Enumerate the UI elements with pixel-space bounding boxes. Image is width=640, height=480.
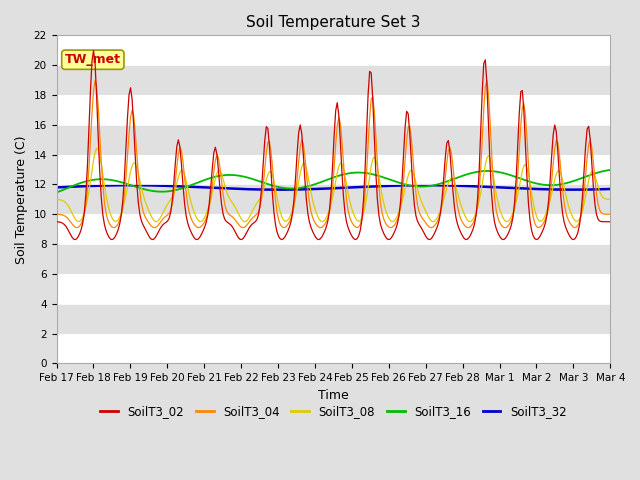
SoilT3_08 bbox=[298, 164, 306, 169]
SoilT3_32 bbox=[247, 186, 255, 192]
Line: SoilT3_08: SoilT3_08 bbox=[56, 148, 611, 222]
SoilT3_32 bbox=[220, 185, 227, 191]
Line: SoilT3_32: SoilT3_32 bbox=[56, 185, 611, 190]
SoilT3_08 bbox=[248, 208, 256, 214]
SoilT3_04 bbox=[220, 192, 227, 197]
SoilT3_16 bbox=[295, 185, 303, 191]
SoilT3_04 bbox=[296, 144, 304, 150]
SoilT3_02 bbox=[52, 219, 60, 225]
SoilT3_32 bbox=[127, 182, 134, 188]
Bar bbox=[56, 65, 611, 95]
SoilT3_08 bbox=[220, 176, 227, 182]
Text: TW_met: TW_met bbox=[65, 53, 121, 66]
SoilT3_16 bbox=[575, 176, 583, 182]
SoilT3_04 bbox=[238, 225, 246, 230]
SoilT3_04 bbox=[579, 204, 586, 210]
SoilT3_08 bbox=[238, 216, 246, 222]
SoilT3_04 bbox=[247, 217, 255, 223]
Line: SoilT3_04: SoilT3_04 bbox=[56, 81, 611, 228]
Bar bbox=[56, 214, 611, 244]
SoilT3_32 bbox=[296, 187, 304, 192]
SoilT3_08 bbox=[93, 145, 100, 151]
SoilT3_02 bbox=[239, 236, 247, 241]
SoilT3_02 bbox=[90, 48, 97, 53]
SoilT3_04 bbox=[92, 78, 99, 84]
Line: SoilT3_02: SoilT3_02 bbox=[56, 50, 611, 240]
SoilT3_04 bbox=[428, 225, 435, 230]
Line: SoilT3_16: SoilT3_16 bbox=[56, 170, 611, 192]
SoilT3_32 bbox=[579, 187, 586, 192]
Y-axis label: Soil Temperature (C): Soil Temperature (C) bbox=[15, 135, 28, 264]
SoilT3_32 bbox=[570, 187, 577, 192]
SoilT3_16 bbox=[246, 175, 253, 181]
SoilT3_02 bbox=[248, 221, 256, 227]
SoilT3_08 bbox=[241, 219, 248, 225]
SoilT3_04 bbox=[607, 211, 614, 217]
SoilT3_16 bbox=[607, 167, 614, 173]
Bar bbox=[56, 184, 611, 214]
SoilT3_16 bbox=[120, 180, 128, 186]
Bar bbox=[56, 125, 611, 155]
Bar bbox=[56, 274, 611, 304]
Bar bbox=[56, 244, 611, 274]
SoilT3_32 bbox=[607, 186, 614, 192]
SoilT3_04 bbox=[122, 175, 130, 180]
SoilT3_16 bbox=[236, 173, 244, 179]
SoilT3_08 bbox=[52, 197, 60, 203]
SoilT3_02 bbox=[193, 237, 201, 242]
SoilT3_16 bbox=[52, 190, 60, 195]
Bar bbox=[56, 155, 611, 184]
SoilT3_02 bbox=[221, 216, 228, 222]
SoilT3_32 bbox=[120, 182, 128, 188]
Bar bbox=[56, 36, 611, 65]
Bar bbox=[56, 334, 611, 363]
SoilT3_02 bbox=[298, 131, 306, 137]
SoilT3_02 bbox=[579, 193, 586, 199]
SoilT3_04 bbox=[52, 211, 60, 217]
X-axis label: Time: Time bbox=[318, 389, 349, 402]
SoilT3_02 bbox=[122, 145, 130, 151]
SoilT3_08 bbox=[607, 196, 614, 202]
SoilT3_02 bbox=[607, 219, 614, 225]
SoilT3_32 bbox=[52, 184, 60, 190]
SoilT3_08 bbox=[579, 208, 586, 214]
SoilT3_08 bbox=[122, 192, 130, 198]
SoilT3_32 bbox=[238, 186, 246, 192]
SoilT3_16 bbox=[218, 173, 225, 179]
Bar bbox=[56, 95, 611, 125]
Title: Soil Temperature Set 3: Soil Temperature Set 3 bbox=[246, 15, 420, 30]
Legend: SoilT3_02, SoilT3_04, SoilT3_08, SoilT3_16, SoilT3_32: SoilT3_02, SoilT3_04, SoilT3_08, SoilT3_… bbox=[95, 401, 571, 423]
Bar bbox=[56, 304, 611, 334]
